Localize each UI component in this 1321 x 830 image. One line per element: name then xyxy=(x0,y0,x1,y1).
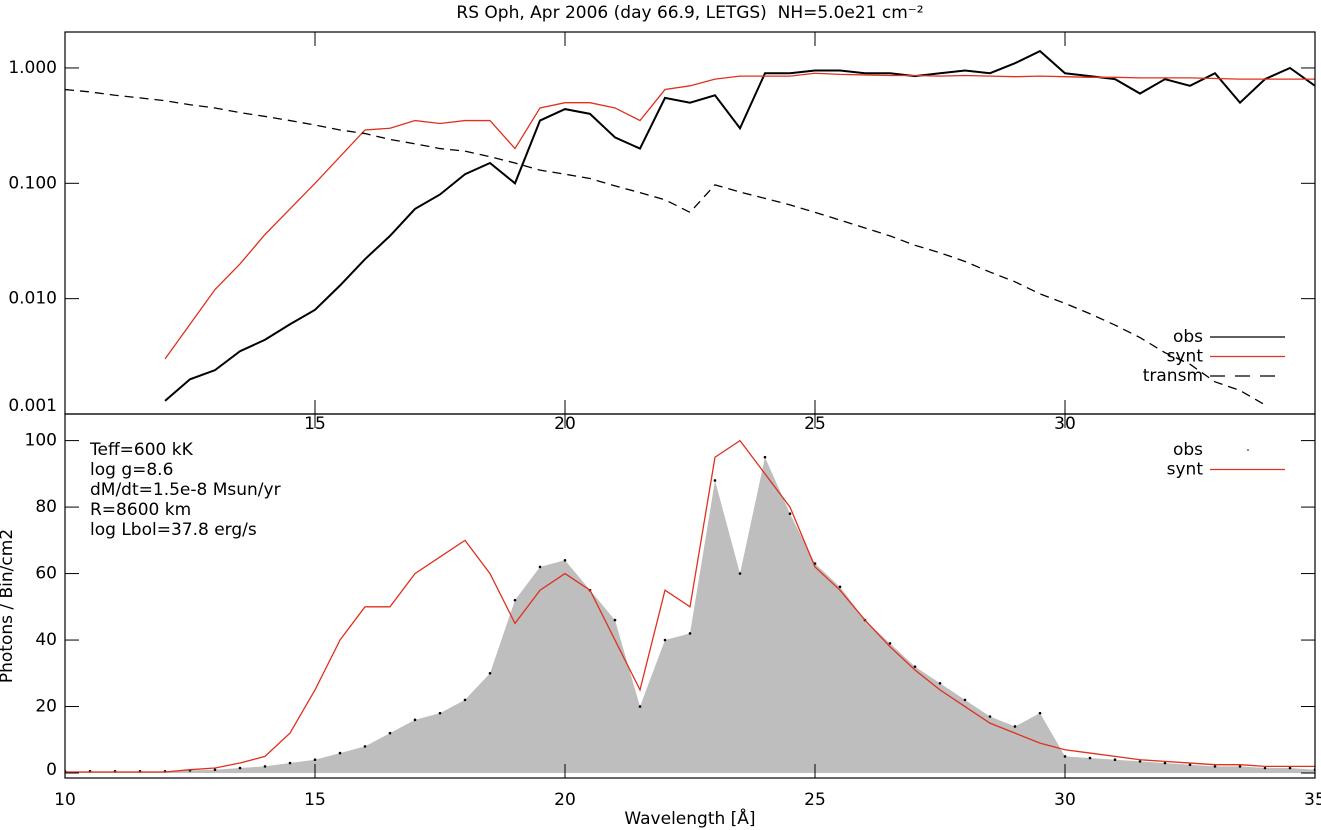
data-point xyxy=(788,512,792,516)
legend-label: obs xyxy=(1173,440,1203,460)
data-point xyxy=(838,585,842,589)
legend-label: obs xyxy=(1173,327,1203,347)
line xyxy=(164,49,1315,402)
data-point xyxy=(1013,725,1017,728)
line xyxy=(164,72,1315,360)
y-tick-label: 80 xyxy=(35,497,57,517)
annotation: log Lbol=37.8 erg/s xyxy=(90,520,257,540)
x-tick-label: 25 xyxy=(804,790,826,810)
data-point xyxy=(613,618,617,622)
x-tick-label: 15 xyxy=(304,790,326,810)
axes-frame xyxy=(64,31,1316,415)
data-point xyxy=(213,768,217,771)
data-point xyxy=(938,681,942,685)
data-point xyxy=(1063,755,1067,758)
y-tick-label: 0.100 xyxy=(8,173,57,193)
annotation: R=8600 km xyxy=(90,500,191,520)
data-point xyxy=(488,671,492,675)
data-point xyxy=(913,665,917,668)
x-axis-label: Wavelength [Å] xyxy=(624,807,755,829)
data-point xyxy=(363,745,367,748)
data-point xyxy=(1213,765,1217,768)
annotation: log g=8.6 xyxy=(90,460,173,480)
legend-marker xyxy=(1247,449,1249,451)
legend-label: transm xyxy=(1143,366,1203,386)
area xyxy=(65,457,1315,774)
legend-label: synt xyxy=(1167,460,1204,480)
data-point xyxy=(638,705,642,708)
y-tick-label: 60 xyxy=(35,564,57,584)
x-tick-label: 35 xyxy=(1304,790,1321,810)
plot-area xyxy=(65,49,1315,406)
data-point xyxy=(1113,758,1117,762)
data-point xyxy=(763,455,767,459)
data-point xyxy=(238,766,242,770)
data-point xyxy=(1163,761,1167,765)
data-point xyxy=(988,715,992,718)
line xyxy=(65,88,1266,406)
data-point xyxy=(513,598,517,602)
axes-frame xyxy=(64,413,1316,779)
data-point xyxy=(538,565,542,569)
data-point xyxy=(713,479,717,482)
data-point xyxy=(263,765,267,768)
data-point xyxy=(688,632,692,635)
x-tick-label: 10 xyxy=(54,790,76,810)
chart-title: RS Oph, Apr 2006 (day 66.9, LETGS) NH=5.… xyxy=(456,3,923,23)
data-point xyxy=(888,642,892,645)
data-point xyxy=(1088,756,1092,760)
data-point xyxy=(313,758,317,762)
data-point xyxy=(738,572,742,575)
legend-label: synt xyxy=(1167,347,1204,367)
data-point xyxy=(1188,763,1192,767)
line xyxy=(65,439,1315,773)
y-tick-label: 1.000 xyxy=(8,58,57,78)
data-point xyxy=(563,558,567,562)
data-point xyxy=(338,751,342,755)
data-point xyxy=(388,731,392,735)
data-point xyxy=(438,711,442,715)
data-point xyxy=(1238,765,1242,768)
annotation: dM/dt=1.5e-8 Msun/yr xyxy=(90,480,281,500)
data-point xyxy=(1288,766,1292,770)
plot-area xyxy=(65,439,1315,774)
y-tick-label: 100 xyxy=(25,431,57,451)
y-tick-label: 0 xyxy=(46,760,57,780)
data-point xyxy=(663,638,667,642)
data-point xyxy=(963,698,967,702)
y-axis-label: Photons / Bin/cm2 xyxy=(0,529,17,683)
data-point xyxy=(413,718,417,722)
x-tick-label: 30 xyxy=(1054,790,1076,810)
y-tick-label: 40 xyxy=(35,630,57,650)
annotation: Teff=600 kK xyxy=(89,440,194,460)
data-point xyxy=(1138,760,1142,763)
data-point xyxy=(1038,711,1042,715)
data-point xyxy=(288,761,292,765)
data-point xyxy=(1263,766,1267,770)
y-tick-label: 0.010 xyxy=(8,289,57,309)
y-tick-label: 20 xyxy=(35,697,57,717)
x-tick-label: 20 xyxy=(554,790,576,810)
data-point xyxy=(463,698,467,702)
y-tick-label: 0.001 xyxy=(8,396,57,416)
